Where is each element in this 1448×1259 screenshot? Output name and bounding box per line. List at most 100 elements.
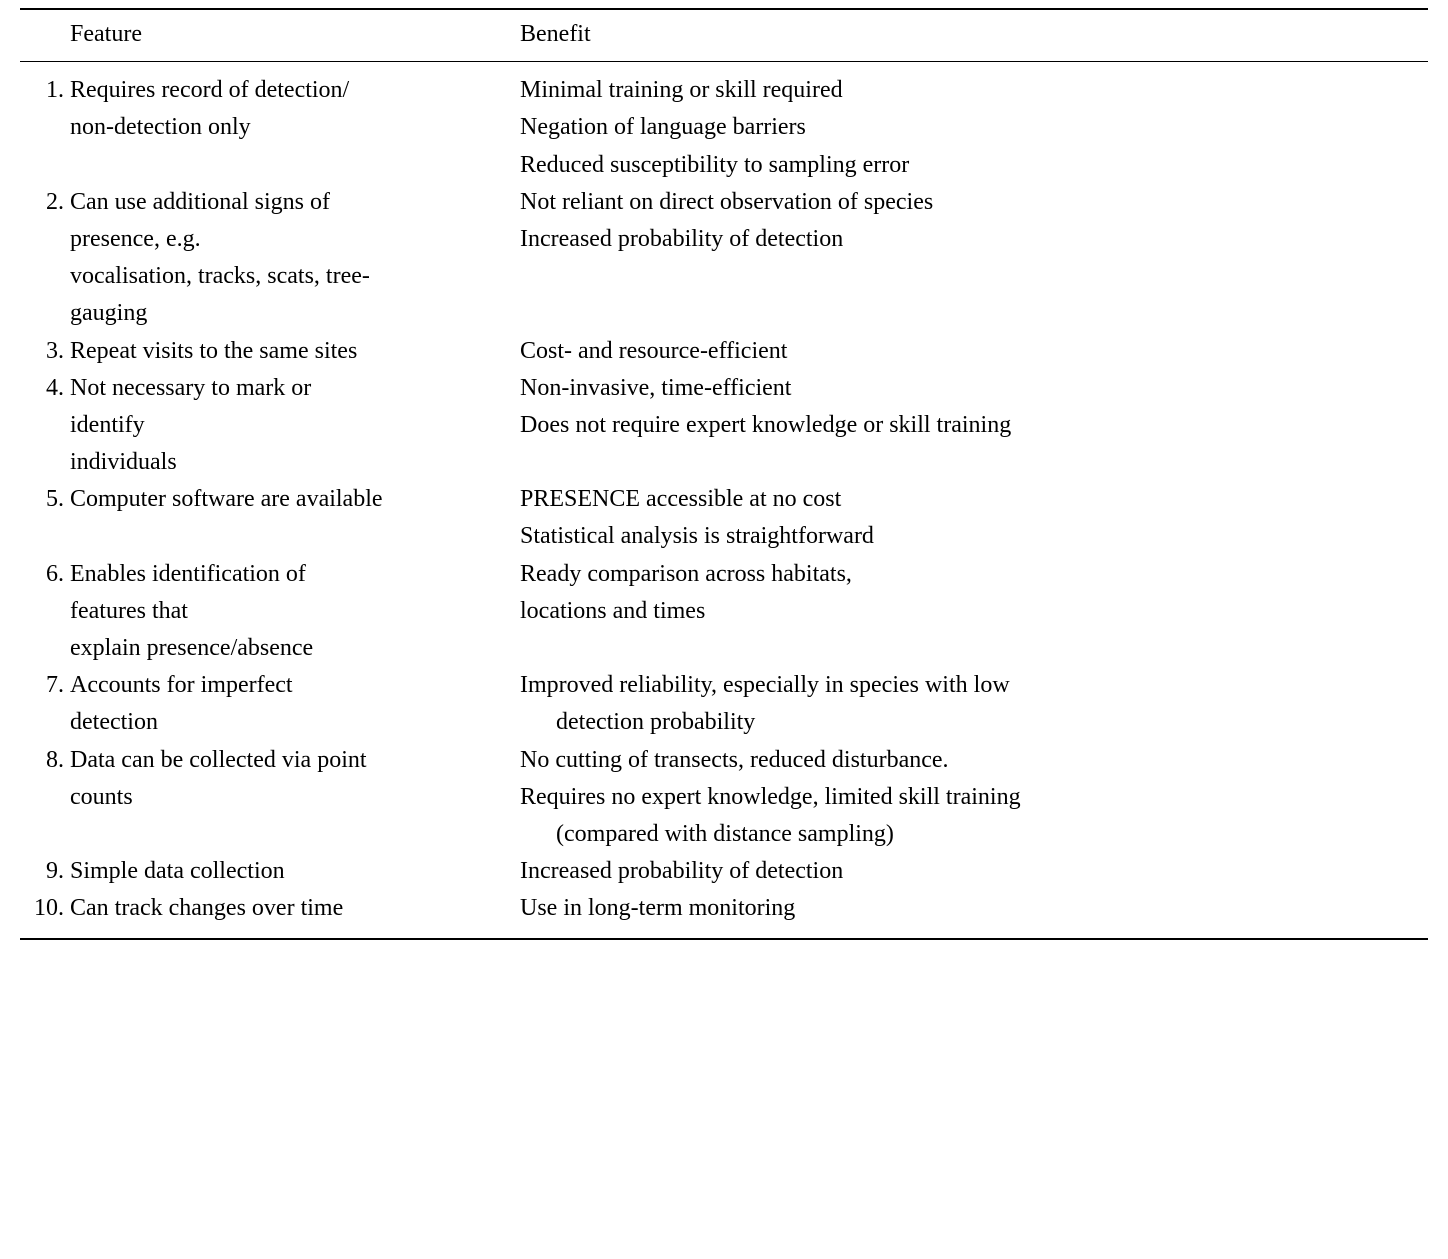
benefit-line: Use in long-term monitoring [520, 890, 1428, 927]
feature-line: detection [70, 709, 158, 735]
feature-line: Accounts for imperfect [70, 672, 293, 698]
benefit-line: detection probability [520, 704, 1428, 741]
feature-line: Requires record of detection/ [70, 77, 349, 103]
table-row: 2.Can use additional signs of Not reliant… [20, 184, 1428, 221]
feature-cell: counts [70, 779, 520, 816]
benefit-cell: Cost- and resource-efficient [520, 333, 1428, 370]
header-feature: Feature [70, 16, 520, 53]
table-row: 10.Can track changes over time Use in lon… [20, 890, 1428, 927]
benefit-cell: Increased probability of detection [520, 853, 1428, 890]
feature-cell: Not necessary to mark or [70, 370, 520, 407]
table-body: 1.Requires record of detection/Minimal t… [20, 62, 1428, 937]
row-number: 9. [20, 853, 70, 890]
feature-line: explain presence/absence [70, 635, 313, 661]
benefit-cell: Does not require expert knowledge or ski… [520, 407, 1428, 444]
row-number: 5. [20, 481, 70, 518]
table-row: gauging [20, 295, 1428, 332]
table-row: 9.Simple data collection Increased probab… [20, 853, 1428, 890]
benefit-line: Non-invasive, time-efficient [520, 370, 1428, 407]
benefit-cell: Reduced susceptibility to sampling error [520, 147, 1428, 184]
feature-cell: Can track changes over time [70, 890, 520, 927]
table-row: features that locations and times [20, 593, 1428, 630]
table-row: identify Does not require expert knowledg… [20, 407, 1428, 444]
row-number: 1. [20, 72, 70, 109]
row-number: 7. [20, 667, 70, 704]
benefit-cell: locations and times [520, 593, 1428, 630]
table-row: presence, e.g.Increased probability of d… [20, 221, 1428, 258]
benefit-line: locations and times [520, 593, 1428, 630]
table-row: explain presence/absence [20, 630, 1428, 667]
feature-cell: Repeat visits to the same sites [70, 333, 520, 370]
benefit-line: Increased probability of detection [520, 221, 1428, 258]
row-number: 6. [20, 556, 70, 593]
benefit-line: Requires no expert knowledge, limited sk… [520, 779, 1428, 816]
feature-cell: detection [70, 704, 520, 741]
feature-line: Can use additional signs of [70, 189, 330, 215]
feature-line: Data can be collected via point [70, 747, 367, 773]
benefit-cell: Statistical analysis is straightforward [520, 518, 1428, 555]
row-number: 4. [20, 370, 70, 407]
benefit-line: Ready comparison across habitats, [520, 556, 1428, 593]
benefit-cell: Requires no expert knowledge, limited sk… [520, 779, 1428, 816]
table-header-row: Feature Benefit [20, 10, 1428, 62]
benefit-line: Negation of language barriers [520, 109, 1428, 146]
feature-line: Can track changes over time [70, 895, 343, 921]
feature-cell: gauging [70, 295, 520, 332]
feature-line: identify [70, 412, 145, 438]
table-row: 8.Data can be collected via point No cutt… [20, 742, 1428, 779]
feature-cell: presence, e.g. [70, 221, 520, 258]
benefit-cell: Negation of language barriers [520, 109, 1428, 146]
feature-line: non-detection only [70, 114, 251, 140]
feature-line: vocalisation, tracks, scats, tree- [70, 263, 370, 289]
table-row: countsRequires no expert knowledge, limi… [20, 779, 1428, 816]
benefit-line: Improved reliability, especially in spec… [520, 667, 1428, 704]
benefit-cell: Improved reliability, especially in spec… [520, 667, 1428, 704]
benefit-line: Minimal training or skill required [520, 72, 1428, 109]
feature-cell: explain presence/absence [70, 630, 520, 667]
benefit-cell: detection probability [520, 704, 1428, 741]
benefit-line: Reduced susceptibility to sampling error [520, 147, 1428, 184]
row-number: 10. [20, 890, 70, 927]
feature-line: Computer software are available [70, 486, 383, 512]
benefit-cell: Ready comparison across habitats, [520, 556, 1428, 593]
table-row: non-detection only Negation of language b… [20, 109, 1428, 146]
table-row: Reduced susceptibility to sampling error [20, 147, 1428, 184]
feature-cell: Requires record of detection/ [70, 72, 520, 109]
benefit-line: Cost- and resource-efficient [520, 333, 1428, 370]
benefit-line: Increased probability of detection [520, 853, 1428, 890]
feature-line: Repeat visits to the same sites [70, 338, 357, 364]
benefit-cell: PRESENCE accessible at no cost [520, 481, 1428, 518]
benefit-cell: Not reliant on direct observation of spe… [520, 184, 1428, 221]
feature-cell: vocalisation, tracks, scats, tree- [70, 258, 520, 295]
feature-benefit-table: Feature Benefit 1.Requires record of det… [20, 8, 1428, 940]
feature-cell: identify [70, 407, 520, 444]
table-row: detection detection probability [20, 704, 1428, 741]
benefit-line: PRESENCE accessible at no cost [520, 481, 1428, 518]
feature-line: Simple data collection [70, 858, 285, 884]
feature-cell: individuals [70, 444, 520, 481]
benefit-line: (compared with distance sampling) [520, 816, 1428, 853]
feature-line: gauging [70, 300, 147, 326]
benefit-line: Not reliant on direct observation of spe… [520, 184, 1428, 221]
table-row: 5.Computer software are available PRESENC… [20, 481, 1428, 518]
feature-line: Not necessary to mark or [70, 375, 311, 401]
feature-cell: Computer software are available [70, 481, 520, 518]
header-benefit: Benefit [520, 16, 1428, 53]
feature-cell: Enables identification of [70, 556, 520, 593]
benefit-cell: (compared with distance sampling) [520, 816, 1428, 853]
table-row: Statistical analysis is straightforward [20, 518, 1428, 555]
feature-line: individuals [70, 449, 177, 475]
benefit-cell: Minimal training or skill required [520, 72, 1428, 109]
feature-line: features that [70, 598, 188, 624]
table-row: individuals [20, 444, 1428, 481]
feature-cell: Data can be collected via point [70, 742, 520, 779]
benefit-line: Statistical analysis is straightforward [520, 518, 1428, 555]
row-number: 8. [20, 742, 70, 779]
table-row: vocalisation, tracks, scats, tree- [20, 258, 1428, 295]
benefit-line: No cutting of transects, reduced disturb… [520, 742, 1428, 779]
table-row: 4.Not necessary to mark or Non-invasive, … [20, 370, 1428, 407]
table-row: 7.Accounts for imperfect Improved reliabi… [20, 667, 1428, 704]
table-row: 3.Repeat visits to the same sitesCost- a… [20, 333, 1428, 370]
feature-line: Enables identification of [70, 561, 306, 587]
row-number: 2. [20, 184, 70, 221]
